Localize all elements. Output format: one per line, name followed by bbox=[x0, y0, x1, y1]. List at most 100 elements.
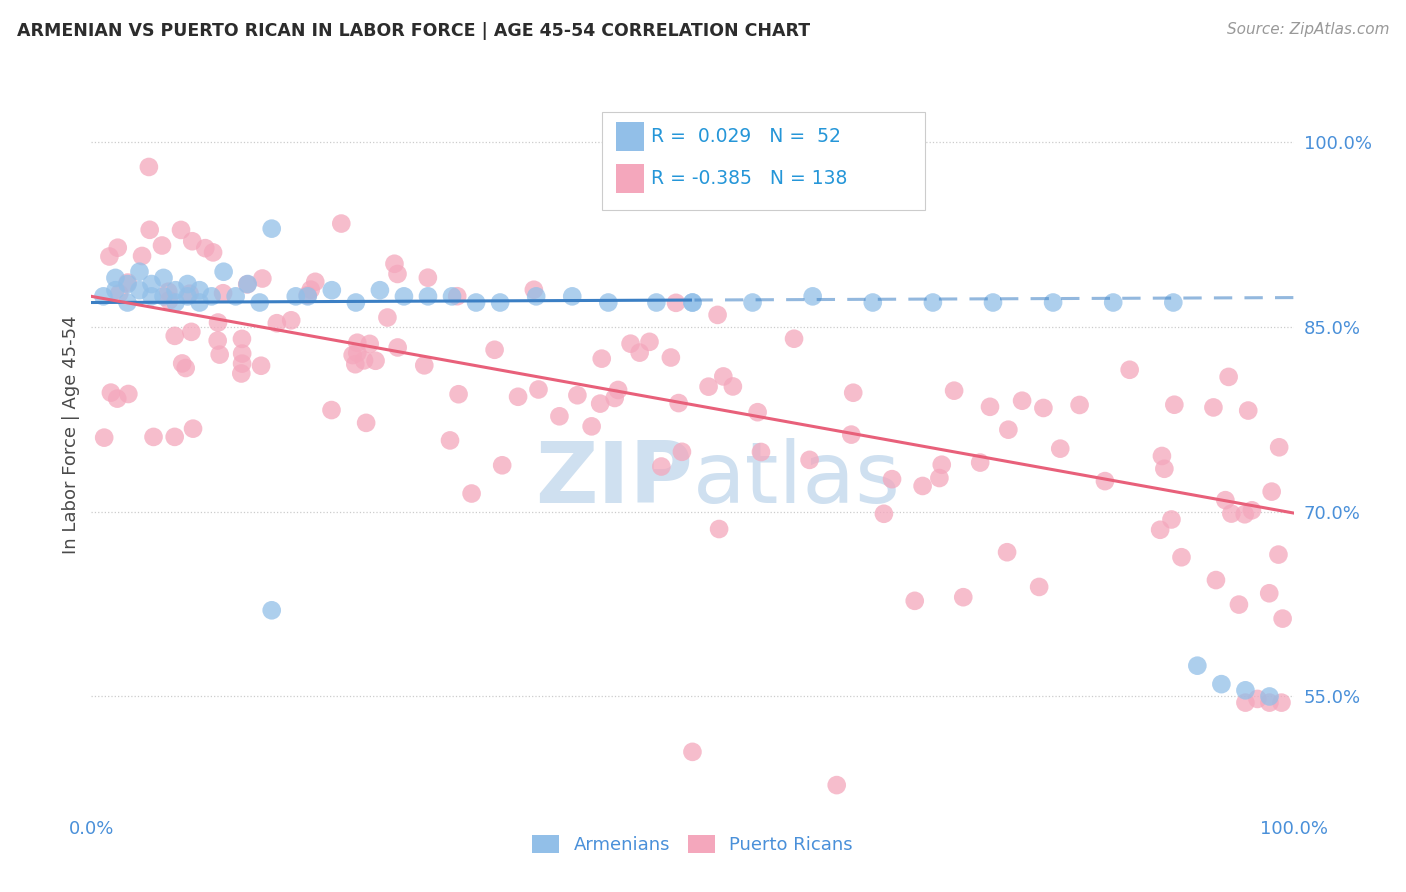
Point bbox=[1160, 512, 1182, 526]
Point bbox=[1271, 612, 1294, 626]
Point bbox=[484, 343, 506, 357]
Point bbox=[491, 458, 513, 473]
Point bbox=[359, 336, 381, 351]
Point bbox=[747, 405, 769, 419]
Point bbox=[749, 445, 772, 459]
Point bbox=[665, 295, 688, 310]
Point bbox=[440, 289, 463, 303]
Point bbox=[969, 456, 991, 470]
Point bbox=[741, 295, 763, 310]
Point bbox=[387, 267, 409, 281]
Text: R =  0.029   N =  52: R = 0.029 N = 52 bbox=[651, 127, 841, 146]
Point bbox=[180, 325, 202, 339]
Point bbox=[783, 332, 806, 346]
Point bbox=[152, 289, 174, 303]
Point bbox=[142, 430, 165, 444]
Point bbox=[922, 295, 945, 310]
Point bbox=[1237, 403, 1260, 417]
Point bbox=[524, 289, 547, 303]
Point bbox=[1202, 401, 1225, 415]
Point bbox=[1234, 696, 1257, 710]
Point bbox=[1218, 370, 1240, 384]
Point bbox=[416, 270, 439, 285]
Text: ARMENIAN VS PUERTO RICAN IN LABOR FORCE | AGE 45-54 CORRELATION CHART: ARMENIAN VS PUERTO RICAN IN LABOR FORCE … bbox=[17, 22, 810, 40]
Point bbox=[104, 271, 127, 285]
Point bbox=[465, 295, 488, 310]
Point bbox=[842, 385, 865, 400]
Point bbox=[952, 591, 974, 605]
Point bbox=[460, 486, 482, 500]
Point bbox=[280, 313, 302, 327]
Point bbox=[839, 427, 862, 442]
Point bbox=[297, 288, 319, 302]
Point bbox=[1258, 690, 1281, 704]
Point bbox=[628, 345, 651, 359]
Point bbox=[707, 522, 730, 536]
Point bbox=[297, 289, 319, 303]
Point bbox=[353, 353, 375, 368]
Point bbox=[591, 351, 613, 366]
Point bbox=[581, 419, 603, 434]
Point bbox=[1220, 507, 1243, 521]
Point bbox=[904, 594, 927, 608]
Point bbox=[117, 276, 139, 290]
Point bbox=[1011, 393, 1033, 408]
Point bbox=[354, 416, 377, 430]
Point bbox=[165, 283, 187, 297]
Point bbox=[384, 257, 406, 271]
Point bbox=[201, 289, 224, 303]
Point bbox=[172, 356, 194, 370]
Point bbox=[603, 391, 626, 405]
Point bbox=[721, 379, 744, 393]
Point bbox=[117, 387, 139, 401]
Point bbox=[931, 458, 953, 472]
Point bbox=[619, 336, 641, 351]
Point bbox=[1161, 295, 1184, 310]
Point bbox=[489, 295, 512, 310]
Point bbox=[446, 289, 468, 303]
Point bbox=[207, 316, 229, 330]
Point bbox=[697, 379, 720, 393]
Point bbox=[523, 283, 546, 297]
Point bbox=[104, 283, 127, 297]
Point bbox=[231, 346, 253, 360]
Point bbox=[548, 409, 571, 424]
Point bbox=[364, 353, 387, 368]
Point bbox=[1042, 295, 1064, 310]
Point bbox=[152, 271, 174, 285]
Point bbox=[439, 434, 461, 448]
Point bbox=[163, 430, 186, 444]
Point bbox=[176, 277, 198, 291]
Point bbox=[342, 348, 364, 362]
Text: atlas: atlas bbox=[692, 438, 900, 521]
Point bbox=[128, 265, 150, 279]
Point bbox=[174, 361, 197, 376]
Point bbox=[1149, 523, 1171, 537]
Point bbox=[208, 348, 231, 362]
Point bbox=[1163, 398, 1185, 412]
Point bbox=[711, 369, 734, 384]
Point bbox=[413, 359, 436, 373]
Point bbox=[1240, 503, 1263, 517]
Text: Source: ZipAtlas.com: Source: ZipAtlas.com bbox=[1226, 22, 1389, 37]
Point bbox=[231, 332, 253, 346]
Point bbox=[181, 234, 204, 248]
Point bbox=[212, 265, 235, 279]
Point bbox=[1170, 550, 1192, 565]
Point bbox=[598, 295, 620, 310]
Point bbox=[1267, 548, 1289, 562]
Point bbox=[1153, 462, 1175, 476]
Point bbox=[260, 603, 283, 617]
Point bbox=[344, 357, 367, 371]
Point bbox=[368, 283, 391, 297]
Y-axis label: In Labor Force | Age 45-54: In Labor Force | Age 45-54 bbox=[62, 316, 80, 554]
Point bbox=[650, 459, 672, 474]
Point bbox=[346, 335, 368, 350]
Point bbox=[138, 223, 160, 237]
Point bbox=[98, 250, 121, 264]
Point bbox=[928, 471, 950, 485]
Point bbox=[231, 367, 253, 381]
Legend: Armenians, Puerto Ricans: Armenians, Puerto Ricans bbox=[531, 835, 853, 855]
Point bbox=[1246, 692, 1268, 706]
Point bbox=[862, 295, 884, 310]
